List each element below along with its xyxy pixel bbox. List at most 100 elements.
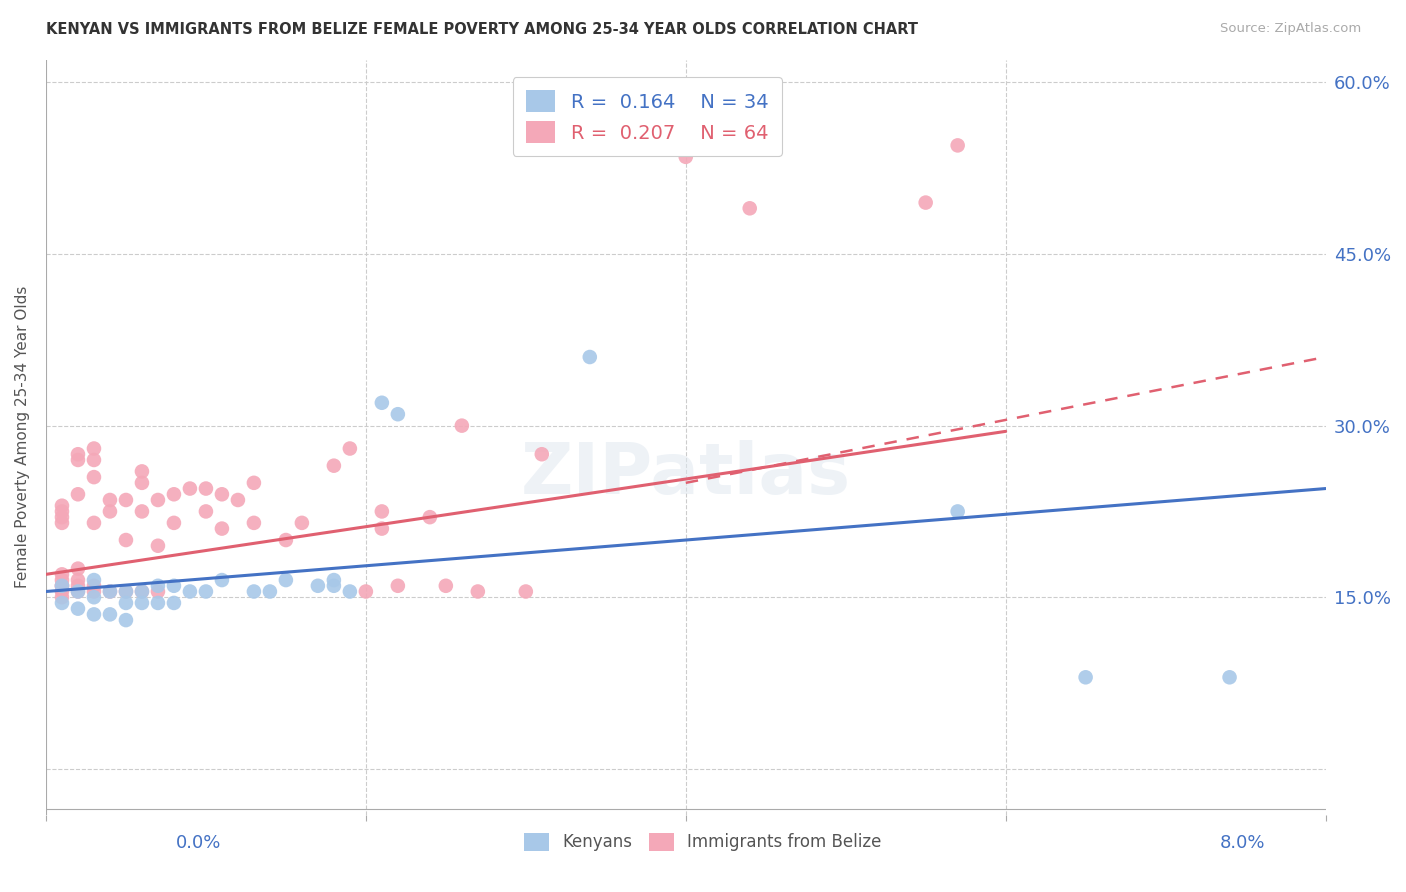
Point	[274, 533, 297, 547]
Point	[738, 202, 761, 216]
Point	[115, 584, 138, 599]
Point	[83, 470, 105, 484]
Point	[66, 453, 89, 467]
Point	[146, 596, 169, 610]
Point	[83, 516, 105, 530]
Point	[98, 493, 121, 508]
Point	[211, 573, 233, 587]
Point	[179, 584, 201, 599]
Point	[146, 539, 169, 553]
Point	[194, 504, 217, 518]
Point	[354, 584, 377, 599]
Point	[131, 596, 153, 610]
Point	[307, 579, 329, 593]
Point	[243, 516, 266, 530]
Point	[322, 573, 344, 587]
Point	[66, 487, 89, 501]
Point	[51, 504, 73, 518]
Point	[51, 579, 73, 593]
Point	[1074, 670, 1097, 684]
Point	[83, 573, 105, 587]
Point	[83, 584, 105, 599]
Point	[914, 195, 936, 210]
Point	[259, 584, 281, 599]
Text: 0.0%: 0.0%	[176, 834, 221, 852]
Point	[371, 522, 394, 536]
Point	[98, 607, 121, 622]
Point	[371, 396, 394, 410]
Point	[51, 591, 73, 605]
Point	[83, 453, 105, 467]
Point	[1219, 670, 1241, 684]
Point	[274, 573, 297, 587]
Point	[194, 584, 217, 599]
Point	[51, 579, 73, 593]
Point	[339, 442, 361, 456]
Point	[146, 493, 169, 508]
Text: 8.0%: 8.0%	[1220, 834, 1265, 852]
Point	[115, 584, 138, 599]
Point	[115, 613, 138, 627]
Point	[115, 493, 138, 508]
Point	[66, 561, 89, 575]
Point	[419, 510, 441, 524]
Point	[66, 579, 89, 593]
Point	[194, 482, 217, 496]
Point	[163, 596, 186, 610]
Text: KENYAN VS IMMIGRANTS FROM BELIZE FEMALE POVERTY AMONG 25-34 YEAR OLDS CORRELATIO: KENYAN VS IMMIGRANTS FROM BELIZE FEMALE …	[46, 22, 918, 37]
Point	[211, 487, 233, 501]
Point	[51, 596, 73, 610]
Point	[83, 607, 105, 622]
Point	[226, 493, 249, 508]
Point	[83, 579, 105, 593]
Point	[66, 447, 89, 461]
Point	[83, 591, 105, 605]
Point	[66, 584, 89, 599]
Y-axis label: Female Poverty Among 25-34 Year Olds: Female Poverty Among 25-34 Year Olds	[15, 286, 30, 588]
Point	[322, 458, 344, 473]
Text: Source: ZipAtlas.com: Source: ZipAtlas.com	[1220, 22, 1361, 36]
Point	[163, 516, 186, 530]
Point	[51, 567, 73, 582]
Point	[83, 442, 105, 456]
Point	[51, 499, 73, 513]
Point	[243, 584, 266, 599]
Point	[243, 475, 266, 490]
Point	[322, 579, 344, 593]
Point	[387, 579, 409, 593]
Point	[115, 533, 138, 547]
Point	[371, 504, 394, 518]
Point	[131, 504, 153, 518]
Point	[98, 504, 121, 518]
Point	[51, 584, 73, 599]
Point	[66, 601, 89, 615]
Point	[467, 584, 489, 599]
Point	[946, 138, 969, 153]
Point	[131, 464, 153, 478]
Point	[163, 579, 186, 593]
Point	[131, 584, 153, 599]
Point	[51, 573, 73, 587]
Point	[515, 584, 537, 599]
Point	[163, 487, 186, 501]
Point	[131, 475, 153, 490]
Point	[291, 516, 314, 530]
Point	[339, 584, 361, 599]
Point	[434, 579, 457, 593]
Point	[946, 504, 969, 518]
Point	[146, 579, 169, 593]
Point	[51, 510, 73, 524]
Legend: R =  0.164    N = 34, R =  0.207    N = 64: R = 0.164 N = 34, R = 0.207 N = 64	[513, 77, 782, 156]
Point	[211, 522, 233, 536]
Point	[66, 584, 89, 599]
Point	[450, 418, 472, 433]
Legend: Kenyans, Immigrants from Belize: Kenyans, Immigrants from Belize	[515, 822, 891, 862]
Point	[675, 150, 697, 164]
Point	[578, 350, 600, 364]
Point	[146, 584, 169, 599]
Text: ZIPatlas: ZIPatlas	[520, 441, 851, 509]
Point	[51, 579, 73, 593]
Point	[530, 447, 553, 461]
Point	[115, 596, 138, 610]
Point	[387, 407, 409, 421]
